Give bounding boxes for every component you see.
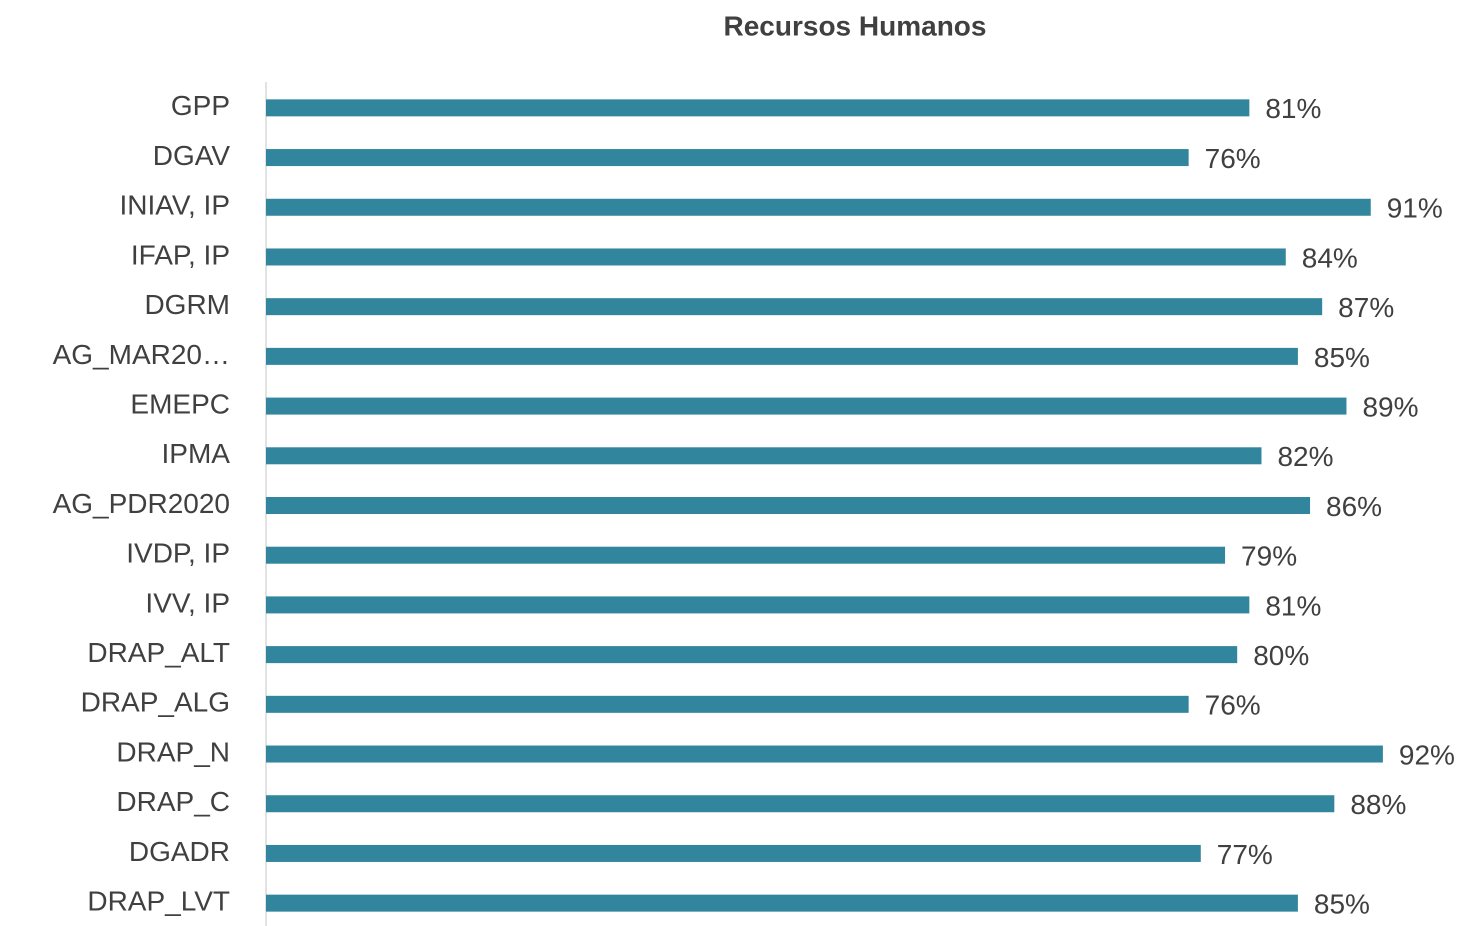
bar bbox=[266, 795, 1335, 813]
bar bbox=[266, 745, 1383, 763]
data-label: 77% bbox=[1217, 839, 1273, 870]
bar bbox=[266, 844, 1201, 862]
data-label: 81% bbox=[1265, 93, 1321, 124]
data-label: 84% bbox=[1302, 242, 1358, 273]
bar bbox=[266, 347, 1298, 365]
data-label: 88% bbox=[1350, 789, 1406, 820]
y-tick-label: IFAP, IP bbox=[131, 239, 230, 270]
data-label: 85% bbox=[1314, 889, 1370, 920]
bar bbox=[266, 447, 1262, 465]
y-tick-label: IPMA bbox=[162, 438, 231, 469]
bar bbox=[266, 198, 1371, 216]
bar bbox=[266, 894, 1298, 912]
bar bbox=[266, 397, 1347, 415]
y-tick-label: IVV, IP bbox=[145, 587, 230, 618]
y-tick-label: DRAP_N bbox=[116, 736, 230, 767]
bar bbox=[266, 646, 1238, 664]
bar bbox=[266, 546, 1226, 564]
y-tick-label: DGAV bbox=[153, 140, 231, 171]
data-label: 85% bbox=[1314, 342, 1370, 373]
bar bbox=[266, 596, 1250, 614]
data-label: 76% bbox=[1205, 690, 1261, 721]
bar bbox=[266, 298, 1323, 316]
y-tick-label: DRAP_LVT bbox=[87, 886, 230, 917]
data-label: 89% bbox=[1362, 391, 1418, 422]
chart-title: Recursos Humanos bbox=[724, 10, 987, 41]
data-label: 81% bbox=[1265, 590, 1321, 621]
bar bbox=[266, 149, 1189, 167]
data-label: 91% bbox=[1387, 193, 1443, 224]
bar bbox=[266, 248, 1286, 266]
bar bbox=[266, 695, 1189, 713]
y-tick-label: DRAP_ALT bbox=[87, 637, 230, 668]
data-label: 80% bbox=[1253, 640, 1309, 671]
y-tick-label: INIAV, IP bbox=[120, 190, 231, 221]
y-tick-label: GPP bbox=[171, 90, 230, 121]
data-label: 76% bbox=[1205, 143, 1261, 174]
bar bbox=[266, 99, 1250, 117]
bar bbox=[266, 497, 1311, 514]
y-tick-label: DGADR bbox=[129, 836, 230, 867]
y-tick-label: DGRM bbox=[144, 289, 230, 320]
y-tick-label: EMEPC bbox=[130, 388, 230, 419]
data-label: 79% bbox=[1241, 541, 1297, 572]
y-tick-label: DRAP_C bbox=[116, 786, 230, 817]
y-tick-label: AG_MAR20… bbox=[53, 339, 230, 370]
data-label: 92% bbox=[1399, 739, 1455, 770]
y-tick-label: DRAP_ALG bbox=[81, 687, 230, 718]
data-label: 87% bbox=[1338, 292, 1394, 323]
y-tick-label: IVDP, IP bbox=[126, 538, 230, 569]
data-label: 86% bbox=[1326, 491, 1382, 522]
data-label: 82% bbox=[1277, 441, 1333, 472]
y-tick-label: AG_PDR2020 bbox=[53, 488, 230, 519]
